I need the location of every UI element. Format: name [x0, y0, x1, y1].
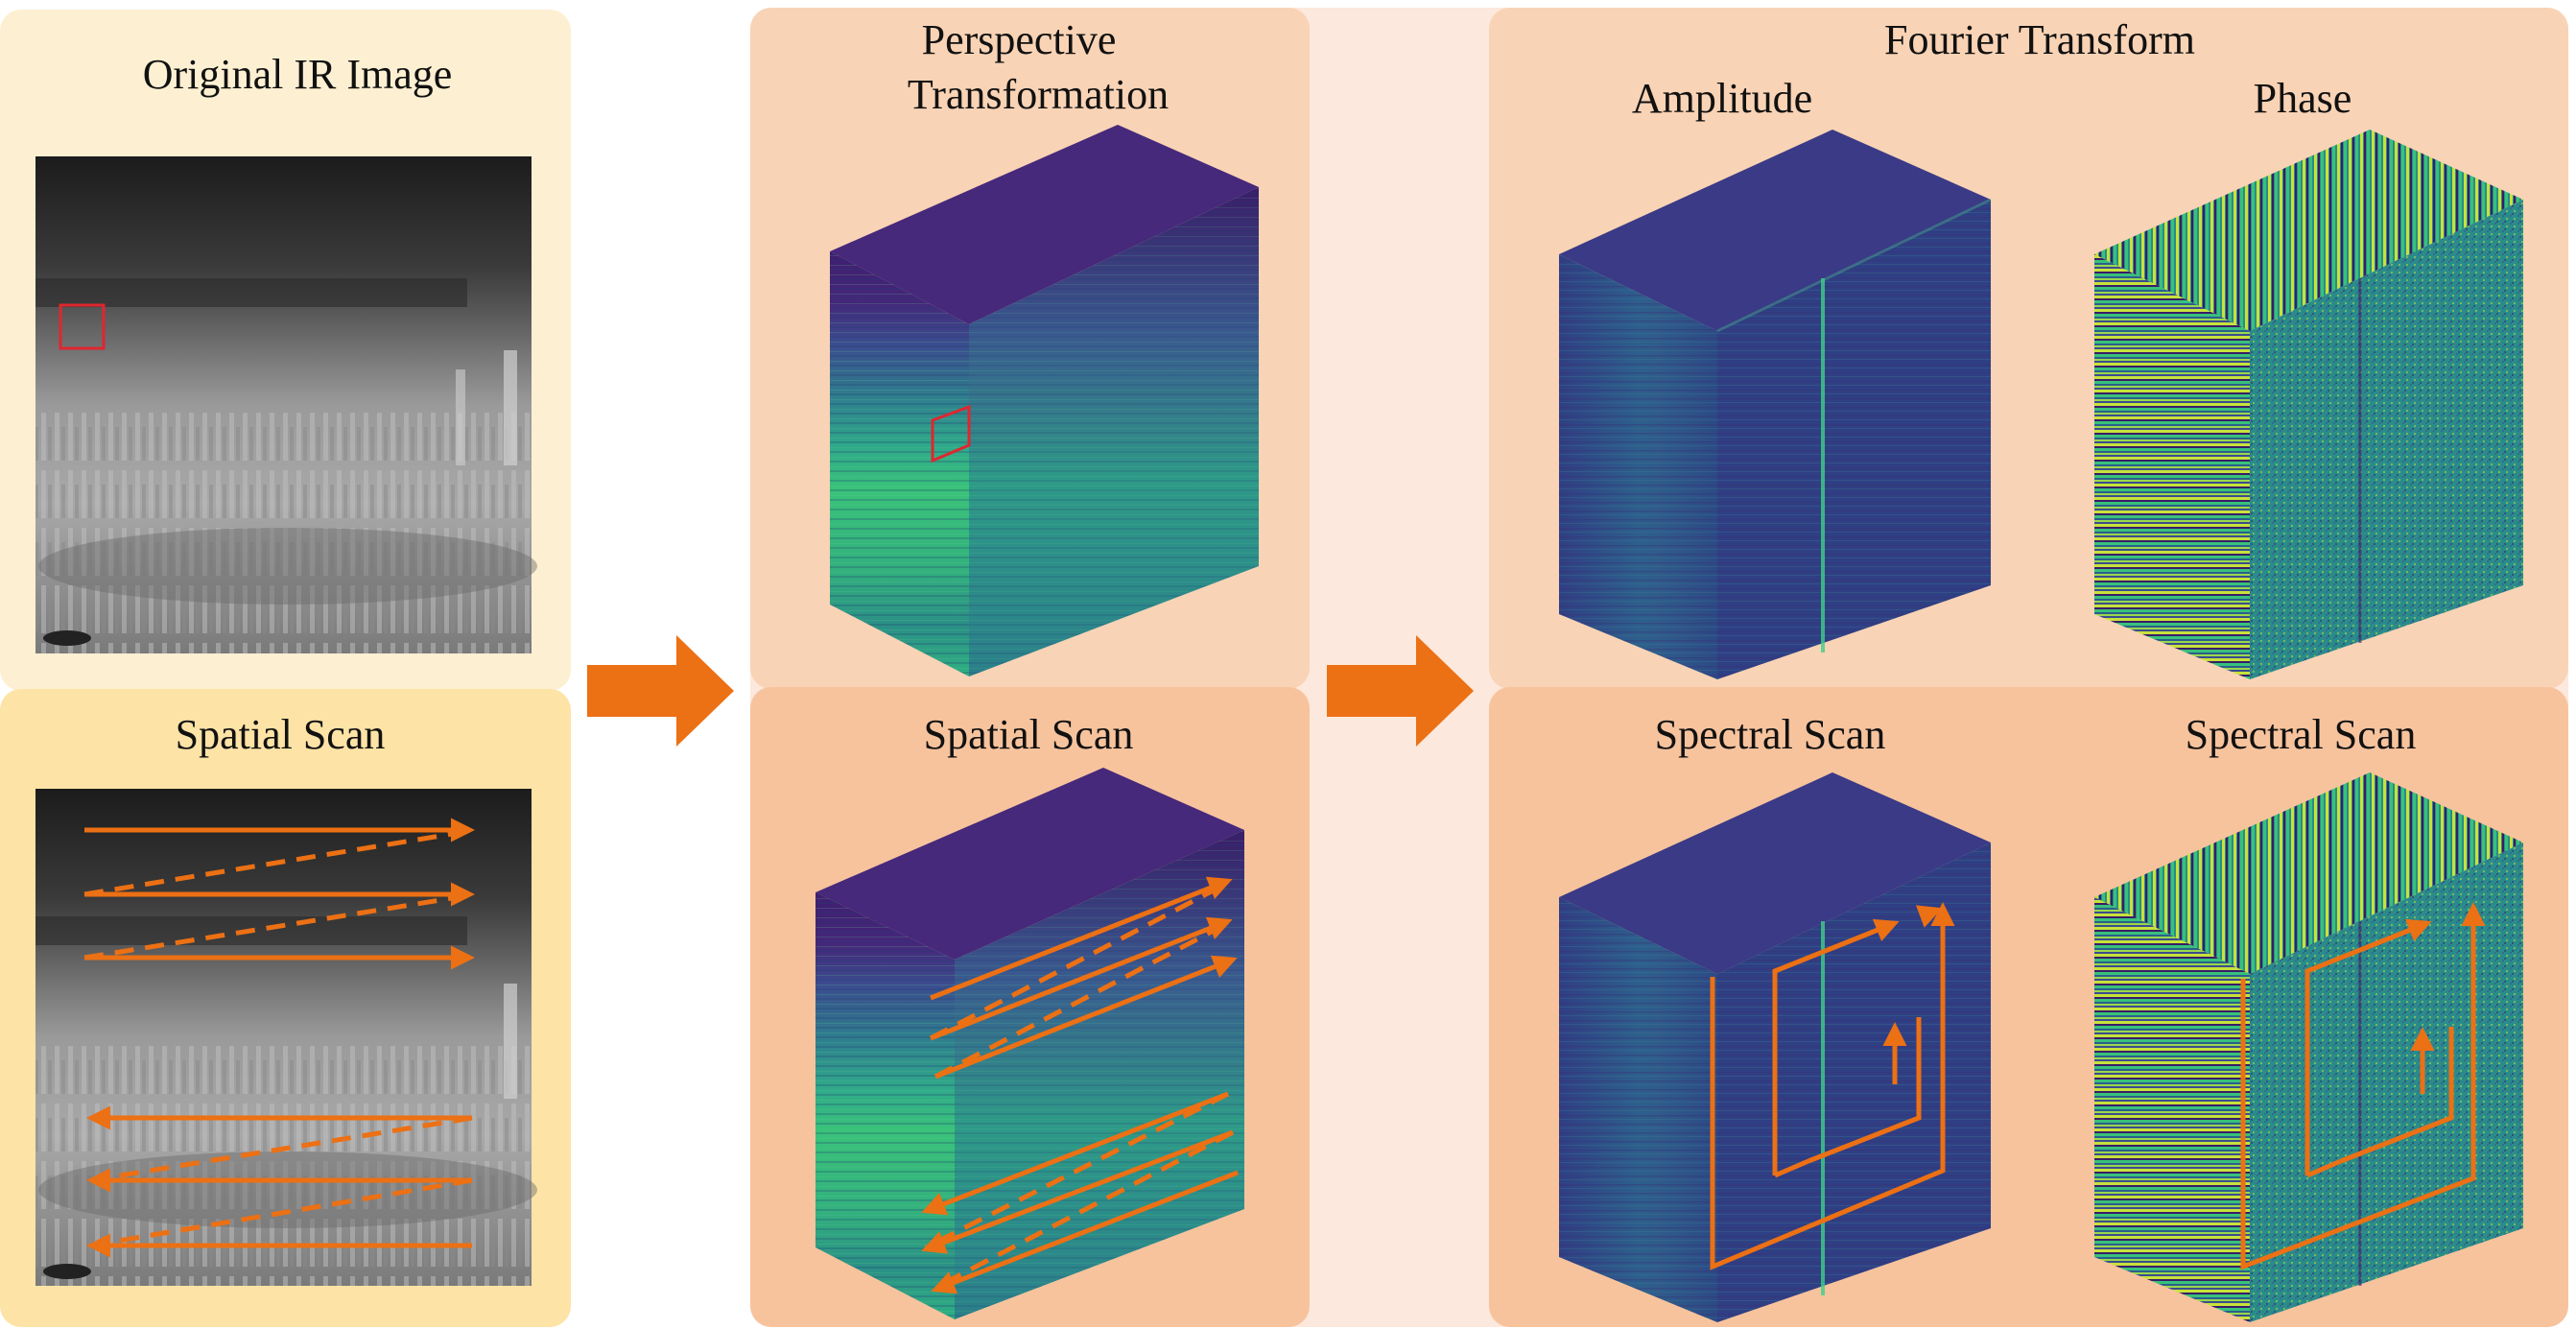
original-title: Original IR Image [143, 51, 453, 98]
spectral-scan-amp-cube [1559, 772, 1991, 1322]
highlight-box-original [59, 303, 106, 350]
perspective-cube [830, 125, 1259, 676]
spatial-scan-left-title: Spatial Scan [176, 711, 386, 758]
amplitude-label: Amplitude [1632, 75, 1812, 122]
spatial-scan-left-image [35, 789, 537, 1286]
spatial-scan-mid-title: Spatial Scan [924, 711, 1134, 758]
perspective-title-line1: Perspective [922, 16, 1117, 63]
original-ir-image [35, 156, 537, 653]
highlight-box-perspective [931, 404, 971, 463]
spectral-scan-phase-arrows [2240, 902, 2486, 1270]
flow-arrow-1 [587, 635, 734, 747]
perspective-title-line2: Transformation [908, 71, 1169, 118]
spectral-scan-phase-title: Spectral Scan [2186, 711, 2417, 758]
spatial-scan-left-arrows [83, 818, 475, 1258]
phase-label: Phase [2254, 75, 2352, 122]
fourier-title: Fourier Transform [1884, 16, 2195, 63]
amplitude-cube [1559, 130, 1992, 679]
phase-cube [2094, 130, 2523, 679]
spatial-scan-mid-arrows [921, 876, 1239, 1294]
spectral-scan-amp-arrows [1710, 902, 1955, 1270]
spectral-scan-amp-title: Spectral Scan [1655, 711, 1886, 758]
spectral-scan-phase-cube [2094, 772, 2523, 1322]
flow-arrow-2 [1327, 635, 1474, 747]
